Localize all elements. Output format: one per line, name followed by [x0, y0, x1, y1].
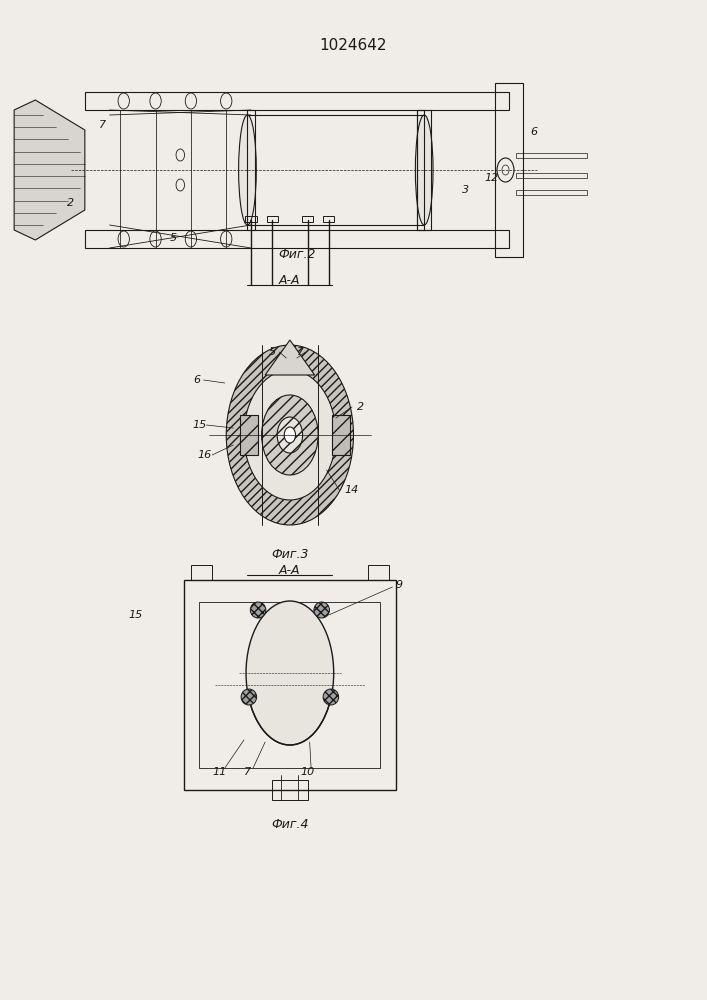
Bar [191, 565, 212, 580]
Ellipse shape [250, 602, 266, 618]
Text: 5: 5 [170, 233, 177, 243]
Text: 7: 7 [297, 347, 304, 357]
Polygon shape [14, 100, 85, 240]
Text: 12: 12 [484, 173, 498, 183]
Text: A-A: A-A [279, 564, 300, 576]
Bar [516, 153, 587, 158]
Ellipse shape [238, 115, 256, 225]
Text: 16: 16 [198, 450, 212, 460]
Bar [368, 565, 389, 580]
Bar [516, 173, 587, 178]
Bar [417, 110, 431, 230]
Bar [199, 602, 380, 768]
Text: 14: 14 [344, 485, 358, 495]
Text: 6: 6 [193, 375, 200, 385]
Text: 2: 2 [357, 402, 364, 412]
Circle shape [284, 427, 296, 443]
Polygon shape [265, 340, 315, 375]
Ellipse shape [323, 689, 339, 705]
Text: 3: 3 [462, 185, 469, 195]
Bar [240, 415, 258, 455]
Text: 9: 9 [396, 580, 403, 590]
Text: Фиг.3: Фиг.3 [271, 548, 309, 560]
Text: 15: 15 [192, 420, 206, 430]
Ellipse shape [314, 602, 329, 618]
Bar [516, 190, 587, 195]
Circle shape [262, 395, 318, 475]
Bar [302, 216, 313, 222]
Text: 2: 2 [67, 198, 74, 208]
Circle shape [277, 417, 303, 453]
Ellipse shape [415, 115, 433, 225]
Ellipse shape [241, 689, 257, 705]
Bar [272, 780, 308, 800]
Text: Фиг.2: Фиг.2 [278, 248, 316, 261]
Bar [267, 216, 278, 222]
Text: 7: 7 [99, 120, 106, 130]
Text: 6: 6 [530, 127, 537, 137]
Bar [332, 415, 350, 455]
Text: Фиг.4: Фиг.4 [271, 818, 309, 832]
Bar [417, 110, 424, 230]
Text: 7: 7 [244, 767, 251, 777]
Ellipse shape [246, 601, 334, 745]
Bar [85, 230, 509, 248]
Bar [323, 216, 334, 222]
Text: 11: 11 [212, 767, 226, 777]
Bar [245, 216, 257, 222]
Bar [495, 83, 523, 257]
Text: 5: 5 [269, 347, 276, 357]
Bar [184, 580, 396, 790]
Text: 15: 15 [129, 610, 143, 620]
Text: A-A: A-A [279, 273, 300, 286]
Circle shape [226, 345, 354, 525]
Circle shape [244, 370, 336, 500]
Text: 1024642: 1024642 [320, 37, 387, 52]
Bar [85, 92, 509, 110]
Bar [247, 110, 255, 230]
Text: 10: 10 [300, 767, 315, 777]
